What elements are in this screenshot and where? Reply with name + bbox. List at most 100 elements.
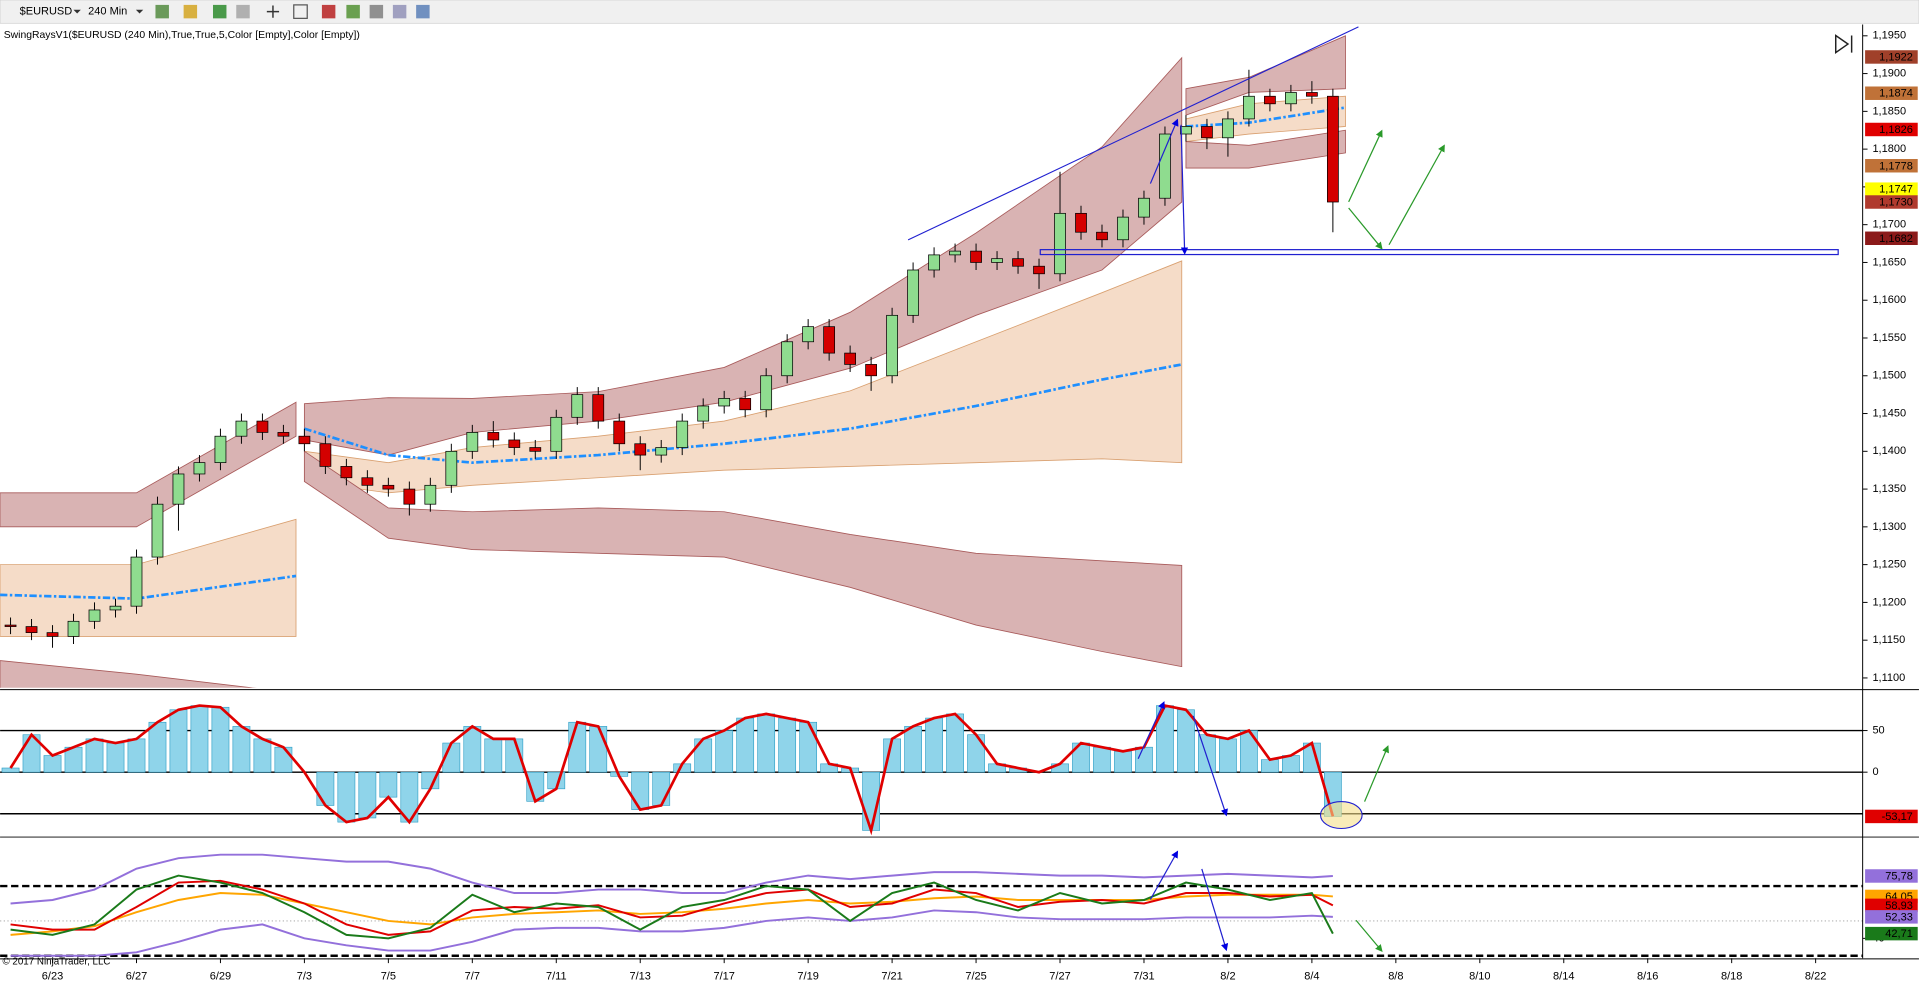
oscillator-line	[10, 909, 1333, 957]
histogram-bar	[904, 726, 922, 773]
x-tick-label: 7/19	[797, 970, 818, 982]
candle-body	[109, 605, 122, 611]
x-tick-label: 7/11	[546, 970, 567, 982]
candle-body	[886, 314, 898, 377]
arrow	[1149, 118, 1179, 184]
histogram-bar	[694, 738, 713, 773]
candle-body	[25, 626, 38, 633]
search-button[interactable]	[293, 4, 308, 19]
histogram-bar	[715, 730, 734, 773]
dropdown-arrow[interactable]	[135, 9, 144, 14]
candle-body	[466, 432, 479, 452]
candle-body	[844, 352, 856, 365]
y-tick-label: 1,1350	[1872, 483, 1906, 495]
data-box-button[interactable]	[416, 4, 430, 19]
price-marker	[1865, 86, 1918, 100]
candle-body	[529, 447, 542, 452]
candle-body	[991, 258, 1003, 263]
candle-body	[319, 443, 332, 467]
y-tick-label: 1,1500	[1872, 370, 1906, 382]
candle-body	[1327, 95, 1339, 203]
template-button[interactable]	[369, 4, 384, 19]
x-tick-label: 7/25	[965, 970, 986, 982]
candle-body	[781, 341, 794, 377]
candle-body	[235, 420, 248, 437]
oscillator-line	[10, 853, 1333, 905]
indicator-button[interactable]	[346, 4, 360, 19]
price-marker-label: 1,1682	[1879, 233, 1913, 245]
properties-button[interactable]	[392, 4, 407, 19]
crosshair-button[interactable]	[266, 5, 280, 18]
price-marker	[1865, 910, 1918, 924]
candle-body	[298, 435, 311, 445]
price-marker	[1865, 195, 1918, 209]
y-tick-label: 1,1200	[1872, 596, 1906, 608]
candle-body	[1138, 197, 1150, 218]
price-marker	[1865, 231, 1918, 246]
highlight-ellipse	[1319, 801, 1363, 830]
price-marker	[1865, 898, 1918, 913]
arrow	[1192, 715, 1228, 817]
histogram-bar	[232, 726, 251, 773]
x-tick-label: 8/8	[1388, 970, 1403, 982]
bar-type-button[interactable]	[155, 4, 169, 19]
candle-body	[361, 477, 374, 486]
y-tick-label: 1,1400	[1872, 445, 1906, 457]
candle-body	[1159, 133, 1171, 199]
candle-body	[907, 269, 919, 316]
oscillator-line	[10, 892, 1333, 936]
price-marker	[1865, 182, 1918, 196]
oscillator-line	[10, 874, 1334, 940]
support-zone	[1039, 249, 1839, 256]
y-tick-label: 1,1450	[1872, 407, 1906, 419]
interval-selector[interactable]: 240 Min	[88, 6, 127, 18]
candle-body	[445, 450, 458, 486]
histogram-bar	[946, 713, 964, 773]
histogram-bar	[148, 721, 167, 773]
oscillator-panel	[0, 853, 1863, 958]
arrow	[1137, 701, 1165, 760]
x-tick-label: 7/5	[381, 970, 396, 982]
price-marker-label: 1,1874	[1879, 88, 1913, 100]
price-panel	[0, 35, 1346, 688]
histogram-bar	[736, 717, 755, 773]
erase-button[interactable]	[236, 4, 250, 19]
candle-body	[970, 250, 982, 263]
y-tick-label: 1,1650	[1872, 256, 1906, 268]
x-tick-label: 7/3	[297, 970, 312, 982]
price-marker-label: 75,78	[1885, 870, 1913, 882]
candle-body	[865, 364, 877, 377]
play-button[interactable]	[1834, 34, 1853, 55]
histogram-bar	[631, 771, 650, 810]
histogram-bar	[127, 738, 146, 773]
price-marker	[1865, 159, 1918, 173]
drawing-tool-button[interactable]	[183, 4, 198, 19]
candle-body	[256, 420, 269, 433]
candle-body	[1222, 118, 1234, 139]
histogram-bar	[169, 709, 188, 773]
x-tick-label: 8/2	[1220, 970, 1235, 982]
histogram-bar	[316, 771, 335, 806]
y-tick-label: 1,1850	[1872, 105, 1906, 117]
x-tick-label: 8/10	[1469, 970, 1490, 982]
price-marker	[1865, 50, 1918, 64]
x-tick-label: 8/22	[1805, 970, 1826, 982]
y-tick-label: 1,1900	[1872, 67, 1906, 79]
strategy-button[interactable]	[321, 4, 336, 19]
candle-body	[4, 624, 17, 627]
dropdown-arrow[interactable]	[73, 9, 81, 14]
zoom-button[interactable]	[212, 4, 227, 19]
histogram-bar	[799, 721, 818, 773]
histogram-bar	[211, 706, 230, 773]
histogram-bar	[190, 705, 209, 773]
y-tick-label: 1,1600	[1872, 294, 1906, 306]
candle-body	[193, 462, 206, 475]
instrument-selector[interactable]: $EURUSD	[20, 6, 73, 18]
candle-body	[1054, 212, 1066, 275]
candle-body	[487, 432, 500, 441]
axes: 6/23 6/27 6/29 7/3 7/5 7/7 7/11 7/13 7/17 7/19 7/2…	[42, 30, 1918, 982]
candle-body	[823, 326, 836, 354]
channel-band	[303, 450, 1183, 668]
price-marker-label: 58,93	[1885, 900, 1913, 912]
